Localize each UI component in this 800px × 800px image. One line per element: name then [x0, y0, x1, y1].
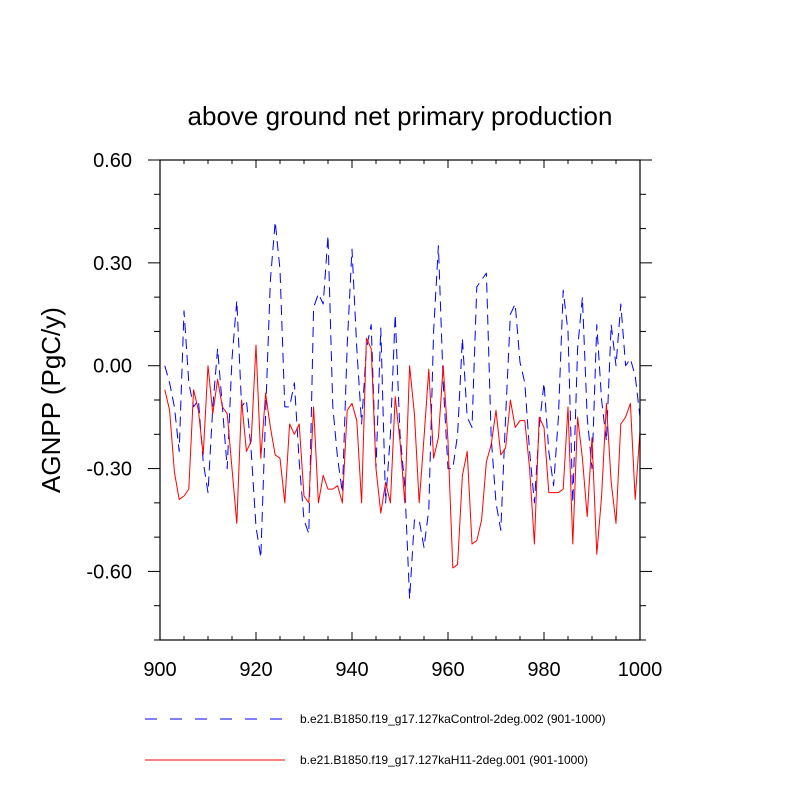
y-axis-label: AGNPP (PgC/y)	[36, 307, 66, 493]
legend: b.e21.B1850.f19_g17.127kaControl-2deg.00…	[145, 712, 606, 767]
chart-title: above ground net primary production	[188, 101, 613, 131]
y-axis-ticks: 0.60 0.30 0.00 -0.30 -0.60	[86, 150, 652, 641]
x-tick-label: 960	[431, 659, 464, 681]
legend-label-2: b.e21.B1850.f19_g17.127kaH11-2deg.001 (9…	[300, 753, 588, 767]
x-tick-label: 920	[239, 659, 272, 681]
y-tick-label: -0.60	[86, 561, 132, 583]
y-tick-label: 0.00	[93, 356, 132, 378]
series-line-2	[164, 337, 641, 569]
plot-frame	[159, 159, 641, 641]
series-line-1	[164, 221, 641, 600]
x-tick-label: 1000	[618, 659, 663, 681]
y-tick-label: -0.30	[86, 459, 132, 481]
x-tick-label: 980	[527, 659, 560, 681]
y-tick-label: 0.30	[93, 253, 132, 275]
x-tick-label: 940	[335, 659, 368, 681]
x-axis-ticks: 900 920 940 960 980 1000	[143, 160, 662, 681]
plot-series	[164, 221, 641, 600]
y-tick-label: 0.60	[93, 150, 132, 172]
x-tick-label: 900	[143, 659, 176, 681]
legend-label-1: b.e21.B1850.f19_g17.127kaControl-2deg.00…	[300, 712, 606, 726]
